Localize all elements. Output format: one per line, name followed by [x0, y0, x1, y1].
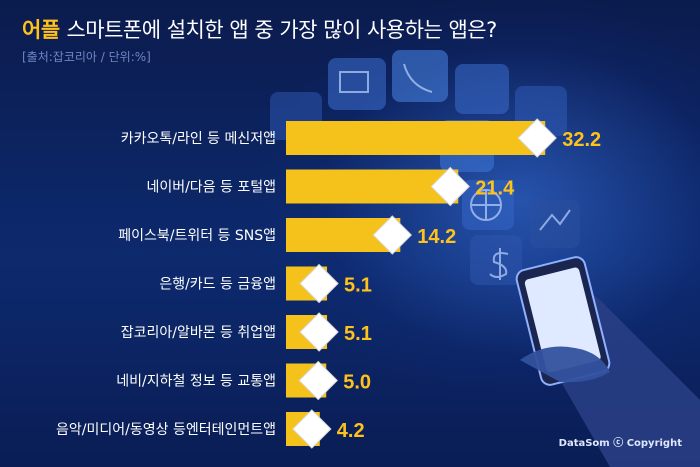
category-label: 네이버/다음 등 포털앱 — [146, 180, 276, 196]
diamond-marker-icon — [372, 215, 413, 255]
category-label: 페이스북/트위터 등 SNS앱 — [118, 228, 276, 244]
category-label: 네비/지하철 정보 등 교통앱 — [116, 374, 276, 390]
value-label: 21.4 — [475, 178, 515, 200]
diamond-marker-icon — [292, 409, 332, 449]
value-label: 5.1 — [344, 323, 372, 345]
value-label: 14.2 — [417, 226, 456, 248]
bar — [286, 121, 546, 155]
value-label: 4.2 — [337, 420, 365, 442]
diamond-marker-icon — [299, 263, 339, 304]
bar — [286, 169, 459, 204]
title-text: 스마트폰에 설치한 앱 중 가장 많이 사용하는 앱은? — [66, 18, 497, 42]
category-label: 잡코리아/알바몬 등 취업앱 — [121, 325, 276, 341]
diamond-marker-icon — [298, 360, 338, 401]
value-label: 32.2 — [562, 129, 601, 151]
copyright-credit: DataSom ⓒ Copyright — [558, 438, 682, 449]
page-title: 어플 스마트폰에 설치한 앱 중 가장 많이 사용하는 앱은? — [22, 14, 497, 44]
value-label: 5.0 — [343, 372, 371, 394]
diamond-marker-icon — [430, 166, 470, 207]
value-label: 5.1 — [344, 275, 372, 297]
category-label: 카카오톡/라인 등 메신저앱 — [121, 131, 276, 147]
category-label: 은행/카드 등 금융앱 — [159, 277, 276, 293]
diamond-marker-icon — [517, 118, 557, 158]
title-brand: 어플 — [22, 18, 60, 42]
source-note: [출처:잡코리아 / 단위:%] — [22, 50, 151, 64]
category-label: 음악/미디어/동영상 등엔터테인먼트앱 — [56, 422, 276, 438]
diamond-marker-icon — [299, 312, 339, 352]
